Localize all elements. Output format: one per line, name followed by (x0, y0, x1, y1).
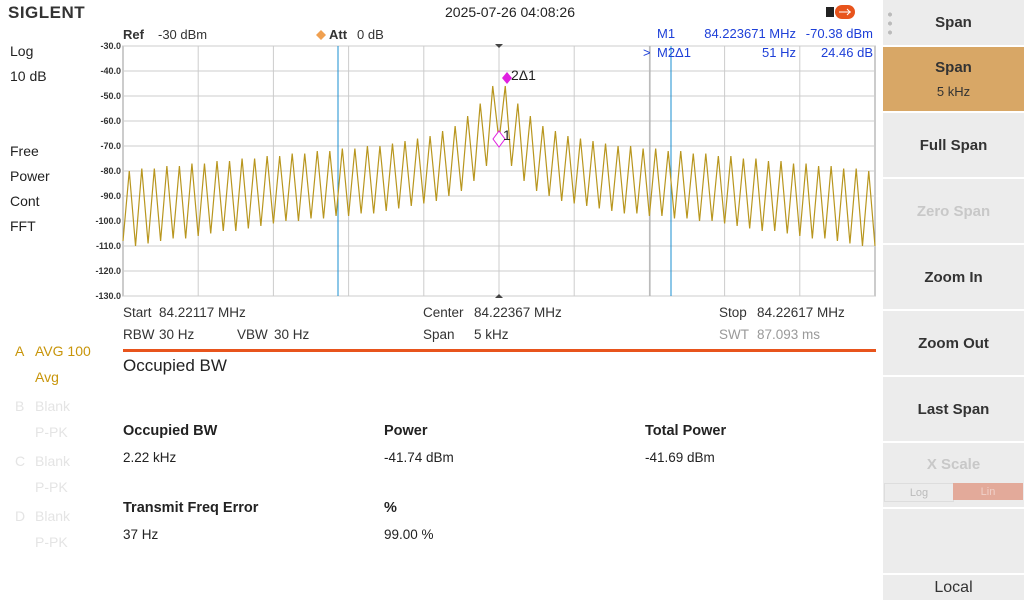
softkey[interactable]: Full Span (883, 113, 1024, 177)
chart: -30.0 -40.0 -50.0 -60.0 -70.0 -80.0 -90.0 -100.… (95, 26, 876, 342)
trace-sub: P-PK (35, 534, 68, 550)
trace-letter: D (15, 508, 26, 524)
softkey[interactable]: Last Span (883, 377, 1024, 441)
status: Free (10, 143, 39, 159)
y-tick-label: -130.0 (95, 291, 121, 301)
footer-label: Start (123, 305, 152, 320)
brand: SIGLENT (8, 3, 86, 22)
trace-letter: C (15, 453, 26, 469)
footer-value: 5 kHz (474, 327, 509, 342)
footer-value: 30 Hz (159, 327, 195, 342)
meas-value: -41.69 dBm (645, 450, 715, 465)
footer-label: RBW (123, 327, 155, 342)
ref-label: Ref (123, 27, 145, 42)
y-tick-label: -120.0 (95, 266, 121, 276)
divider (123, 349, 876, 352)
center-tri (495, 44, 503, 48)
meas-label: % (384, 500, 397, 516)
y-tick-label: -40.0 (100, 66, 121, 76)
marker-name: M2Δ1 (657, 45, 691, 60)
y-tick-label: -80.0 (100, 166, 121, 176)
usb-icon (826, 5, 855, 19)
y-tick-label: -60.0 (100, 116, 121, 126)
marker-name: M1 (657, 26, 675, 41)
softkey[interactable]: Zoom Out (883, 311, 1024, 375)
datetime: 2025-07-26 04:08:26 (445, 4, 575, 20)
meas-value: 2.22 kHz (123, 450, 177, 465)
marker-freq: 51 Hz (762, 45, 796, 60)
y-tick-label: -70.0 (100, 141, 121, 151)
y-tick-label: -50.0 (100, 91, 121, 101)
toggle-lin: Lin (953, 483, 1023, 500)
footer-label: Span (423, 327, 455, 342)
marker-2 (502, 72, 512, 84)
trace-label: AVG 100 (35, 343, 91, 359)
softkey[interactable]: Zoom In (883, 245, 1024, 309)
meas-label: Transmit Freq Error (123, 500, 259, 516)
footer-label: Center (423, 305, 464, 320)
ref-value: -30 dBm (158, 27, 207, 42)
att-icon (316, 30, 326, 40)
status: Power (10, 168, 50, 184)
menu-dots (888, 10, 892, 36)
marker-tag: 2Δ1 (511, 67, 536, 83)
y-tick-label: -110.0 (96, 241, 121, 251)
trace-sub: P-PK (35, 424, 68, 440)
trace-label: Blank (35, 398, 71, 414)
footer-value: 84.22367 MHz (474, 305, 562, 320)
meas-value: 37 Hz (123, 527, 159, 542)
meas-value: 99.00 % (384, 527, 434, 542)
marker-level: 24.46 dB (821, 45, 873, 60)
menu-title: Span (883, 0, 1024, 45)
trace-label: Blank (35, 453, 71, 469)
marker-prefix: > (643, 45, 651, 60)
span-value: 5 kHz (936, 84, 971, 99)
marker-tag: 1 (503, 127, 511, 143)
meas-label: Total Power (645, 423, 727, 439)
softkey-blank (883, 509, 1024, 573)
toggle-log: Log (884, 483, 954, 502)
local-key[interactable]: Local (883, 575, 1024, 600)
status: FFT (10, 218, 36, 234)
span-label: Span (935, 59, 972, 76)
footer-value: 30 Hz (274, 327, 310, 342)
footer-value: 87.093 ms (757, 327, 820, 342)
y-tick-label: -30.0 (100, 41, 121, 51)
att-label: Att (329, 27, 348, 42)
marker-level: -70.38 dBm (806, 26, 873, 41)
meas-value: -41.74 dBm (384, 450, 454, 465)
scale-type: Log (10, 43, 34, 59)
span-key[interactable]: Span 5 kHz (883, 47, 1024, 111)
status: Cont (10, 193, 40, 209)
softkey: Zero Span (883, 179, 1024, 243)
footer-value: 84.22617 MHz (757, 305, 845, 320)
center-tri (495, 294, 503, 298)
meas-title: Occupied BW (123, 356, 227, 375)
meas-label: Occupied BW (123, 423, 218, 439)
footer-label: SWT (719, 327, 749, 342)
y-tick-label: -100.0 (95, 216, 121, 226)
trace-sub: P-PK (35, 479, 68, 495)
footer-label: Stop (719, 305, 747, 320)
marker-1 (492, 130, 506, 148)
y-tick-label: -90.0 (100, 191, 121, 201)
scale-div: 10 dB (10, 68, 47, 84)
marker-freq: 84.223671 MHz (704, 26, 796, 41)
footer-value: 84.22117 MHz (159, 305, 246, 320)
footer-label: VBW (237, 327, 268, 342)
trace-letter: B (15, 398, 25, 414)
att-value: 0 dB (357, 27, 384, 42)
meas-label: Power (384, 423, 428, 439)
trace-sub: Avg (35, 369, 59, 385)
trace-label: Blank (35, 508, 71, 524)
trace-letter: A (15, 343, 25, 359)
